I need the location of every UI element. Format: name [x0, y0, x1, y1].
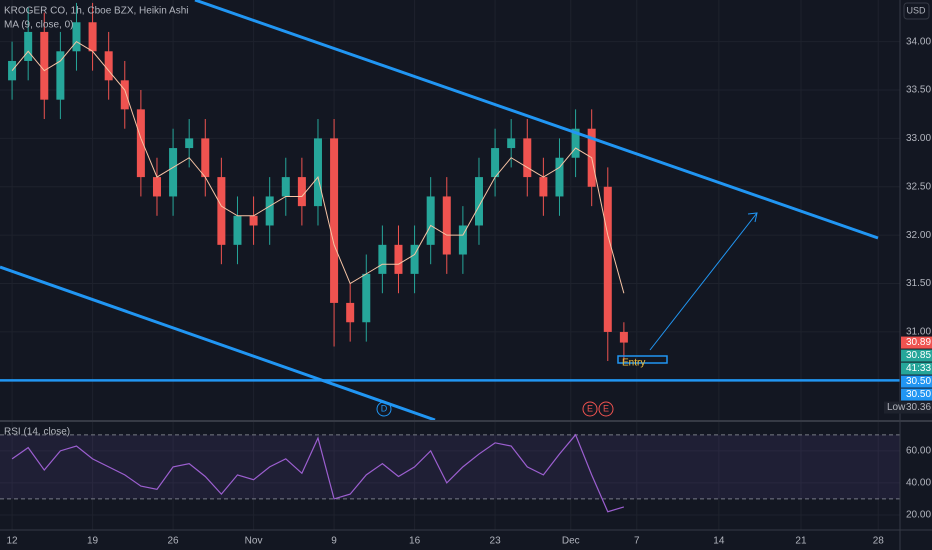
- candle-body: [88, 22, 97, 52]
- event-label: D: [381, 403, 388, 413]
- candle-body: [104, 51, 113, 81]
- x-tick-label: 23: [490, 536, 502, 547]
- candle-body: [619, 331, 628, 343]
- price-label: 30.89: [906, 337, 931, 348]
- candle-body: [458, 225, 467, 255]
- currency-box: [903, 2, 930, 20]
- arrow: [649, 212, 758, 351]
- price-label-bg: [901, 336, 932, 349]
- x-tick-label: 9: [331, 536, 337, 547]
- rsi-title: RSI (14, close): [4, 427, 70, 438]
- price-label-bg: [901, 388, 932, 401]
- candle-body: [24, 31, 33, 61]
- arrow-head: [747, 212, 758, 223]
- y-tick-label: 31.00: [906, 327, 931, 338]
- axis: 12 19 26 Nov 9 16 23 Dec 7 14 21 28 31.00 31.50 32.00 3…: [7, 36, 932, 547]
- candle-body: [394, 244, 403, 274]
- x-tick-label: 12: [7, 536, 19, 547]
- price-label-bg: [901, 375, 932, 388]
- x-tick-label: 26: [168, 536, 180, 547]
- event-label: E: [603, 403, 609, 413]
- candle-body: [346, 302, 355, 323]
- candle-body: [265, 196, 274, 226]
- y-tick-label: 33.50: [906, 85, 931, 96]
- price-label: 30.50: [906, 376, 931, 387]
- candle-body: [56, 51, 65, 100]
- x-tick-label: 7: [634, 536, 640, 547]
- x-tick-label: 21: [795, 536, 807, 547]
- candle-body: [136, 109, 145, 178]
- x-tick-label: 14: [713, 536, 725, 547]
- event-marker: [376, 401, 392, 417]
- rsi-line: [11, 433, 625, 513]
- channel-lower: [0, 265, 436, 422]
- chart-title: KROGER CO, 1h, Cboe BZX, Heikin Ashi: [4, 6, 189, 17]
- y-tick-label: 31.50: [906, 278, 931, 289]
- candle-body: [507, 138, 516, 149]
- y-tick-label: 60.00: [906, 445, 931, 456]
- candle-body: [313, 138, 322, 207]
- channel-upper: [194, 0, 879, 240]
- candle-body: [72, 22, 81, 52]
- candle-body: [426, 196, 435, 245]
- candle-body: [152, 177, 161, 197]
- candle-body: [201, 138, 210, 178]
- x-tick-label: Dec: [562, 536, 580, 547]
- candle-body: [491, 148, 500, 178]
- low-label-bg: [884, 401, 932, 414]
- ma-legend: MA (9, close, 0): [4, 20, 73, 31]
- marks: [0, 2, 900, 513]
- price-label-bg: [901, 349, 932, 362]
- candle-body: [362, 273, 371, 323]
- y-tick-label: 33.00: [906, 133, 931, 144]
- y-tick-label: 32.50: [906, 181, 931, 192]
- y-tick-label: 32.00: [906, 230, 931, 241]
- y-tick-label: 40.00: [906, 478, 931, 489]
- currency-label: USD: [906, 5, 926, 15]
- entry-box: [617, 355, 668, 364]
- candle-body: [217, 177, 226, 245]
- price-label: 30.85: [906, 350, 931, 361]
- event-marker: [582, 401, 598, 417]
- y-tick-label: 34.00: [906, 36, 931, 47]
- x-tick-label: Nov: [245, 536, 263, 547]
- candle-body: [571, 128, 580, 158]
- x-tick-label: 28: [873, 536, 885, 547]
- candle-body: [555, 157, 564, 197]
- candle-body: [297, 177, 306, 207]
- price-label-bg: [901, 362, 932, 375]
- candle-body: [442, 196, 451, 255]
- candle-body: [40, 31, 49, 100]
- candle-body: [410, 244, 419, 274]
- candle-body: [120, 80, 129, 110]
- low-label-name: Low: [887, 402, 906, 413]
- event-label: E: [587, 403, 593, 413]
- y-tick-label: 20.00: [906, 510, 931, 521]
- ma-line: [11, 40, 625, 294]
- candle-body: [474, 177, 483, 226]
- candle-body: [249, 215, 258, 226]
- candle-body: [523, 138, 532, 178]
- candle-body: [539, 177, 548, 197]
- event-marker: [598, 401, 614, 417]
- candle-body: [185, 138, 194, 149]
- entry-label: Entry: [622, 358, 645, 369]
- candle-body: [233, 215, 242, 245]
- price-label: 41:33: [906, 363, 931, 374]
- candle-body: [603, 186, 612, 332]
- x-tick-label: 19: [87, 536, 99, 547]
- candle-body: [330, 138, 339, 303]
- x-tick-label: 16: [409, 536, 421, 547]
- candle-body: [169, 148, 178, 197]
- price-label: 30.50: [906, 389, 931, 400]
- low-label-value: 30.36: [906, 402, 931, 413]
- rsi-band: [0, 434, 900, 499]
- candle-body: [281, 177, 290, 197]
- candle-body: [378, 244, 387, 274]
